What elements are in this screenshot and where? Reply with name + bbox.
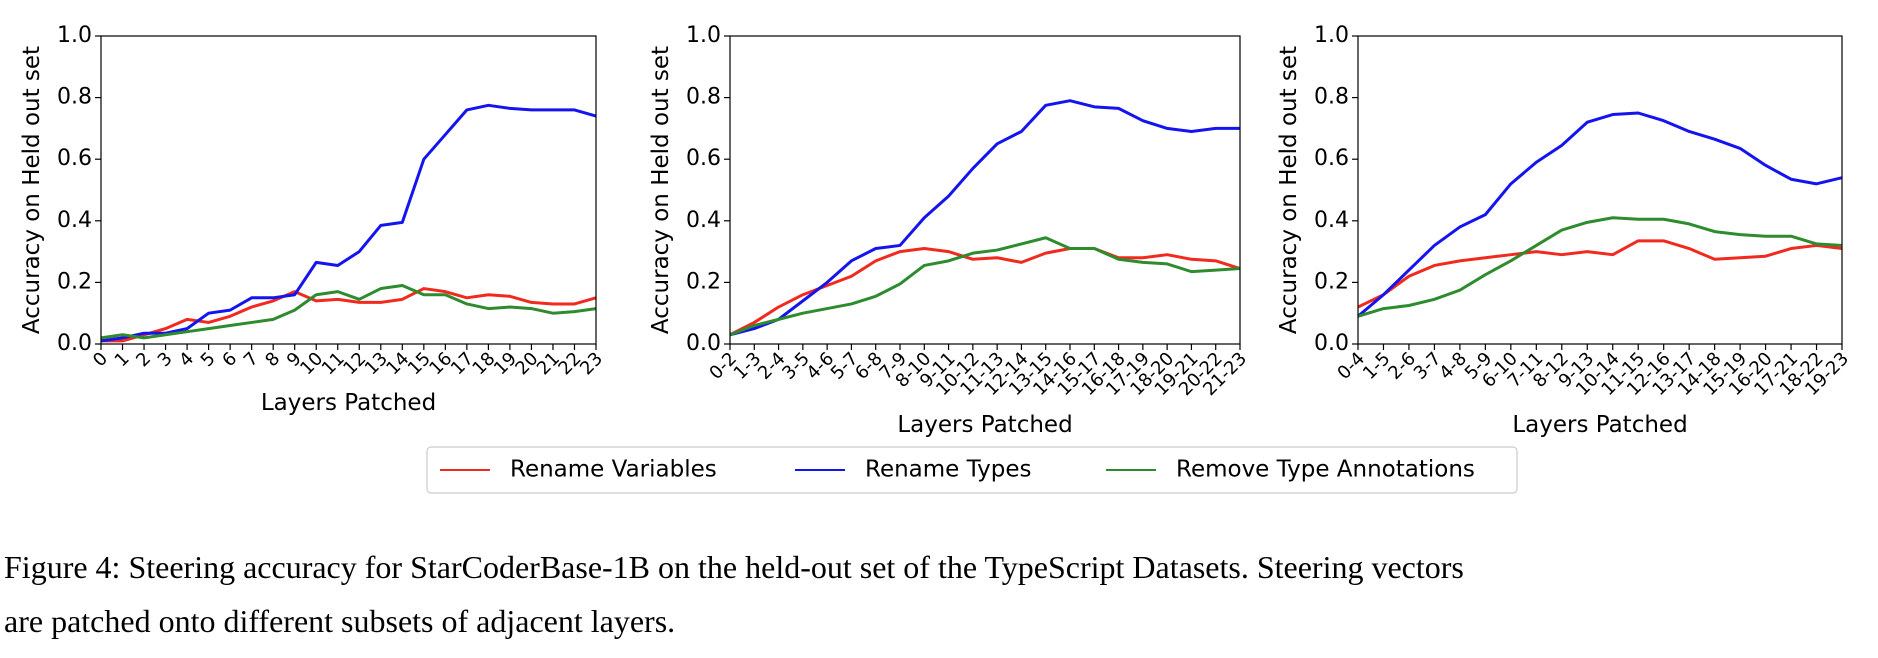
x-tick-label: 3 [154,348,177,371]
y-tick-label: 0.8 [686,85,721,110]
y-tick-label: 0.4 [1314,208,1349,233]
x-tick-label: 5 [197,348,220,371]
plot-frame [729,35,1241,345]
caption-line: are patched onto different subsets of ad… [4,603,675,639]
legend-box [426,446,1518,494]
x-tick-label: 0 [89,348,112,371]
series-line [729,99,1240,337]
x-tick-label: 7 [240,348,263,371]
x-axis-label: Layers Patched [897,412,1072,438]
legend-label: Remove Type Annotations [1176,457,1475,483]
series-line [1357,111,1843,318]
y-tick-label: 0.6 [57,146,92,171]
y-tick-label: 1.0 [686,23,721,48]
y-axis-label: Accuracy on Held out set [648,46,674,334]
y-tick-label: 0.6 [686,146,721,171]
y-tick-label: 0.0 [686,331,721,356]
legend-label: Rename Types [865,457,1031,483]
legend: Rename Variables Rename Types Remove Type … [426,446,1518,494]
x-tick-label: 6 [218,348,241,371]
y-tick-label: 0.8 [57,85,92,110]
y-tick-label: 0.6 [1314,146,1349,171]
caption-line: Figure 4: Steering accuracy for StarCode… [4,549,1464,585]
y-tick-label: 1.0 [1314,23,1349,48]
plot-frame [1357,35,1843,345]
series-line [729,236,1241,337]
series-line [101,287,597,343]
series-line [1357,216,1843,318]
x-tick-label: 1 [111,348,134,371]
x-axis-label: Layers Patched [261,390,436,416]
x-tick-label: 2 [132,348,155,371]
y-axis-label: Accuracy on Held out set [1276,46,1302,334]
series-line [729,247,1241,337]
plot-frame [100,35,597,345]
y-tick-label: 0.8 [1314,85,1349,110]
y-tick-label: 0.0 [1314,331,1349,356]
y-axis-label: Accuracy on Held out set [19,46,45,334]
series-line [100,103,597,343]
y-tick-label: 0.2 [1314,269,1349,294]
y-tick-label: 0.4 [57,208,92,233]
series-line [1357,239,1843,309]
y-tick-label: 1.0 [57,23,92,48]
y-tick-label: 0.0 [57,331,92,356]
x-axis-label: Layers Patched [1512,412,1687,438]
x-tick-label: 4 [175,348,198,371]
x-tick-label: 23 [576,348,607,379]
y-tick-label: 0.2 [57,269,92,294]
y-tick-label: 0.4 [686,208,721,233]
y-tick-label: 0.2 [686,269,721,294]
series-line [100,283,597,340]
x-tick-label: 8 [261,348,284,371]
legend-label: Rename Variables [510,457,717,483]
